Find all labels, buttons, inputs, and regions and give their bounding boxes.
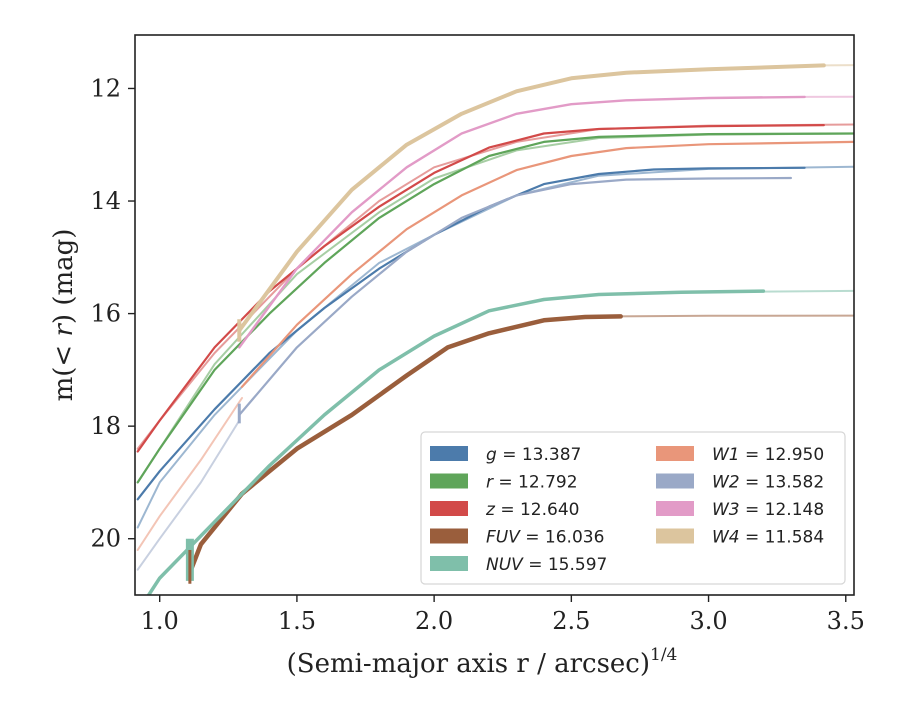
- curve-w2: [239, 178, 791, 415]
- curve-faint-w1: [138, 398, 242, 550]
- curve-faint-fuv: [613, 316, 855, 317]
- x-tick-label: 3.0: [689, 607, 727, 635]
- y-tick-label: 18: [90, 412, 121, 440]
- curve-faint-z: [138, 125, 854, 449]
- curve-faint-nuv: [763, 291, 854, 292]
- legend-label: r = 12.792: [486, 473, 578, 493]
- legend-label: W4 = 11.584: [712, 528, 824, 548]
- curve-z: [138, 125, 824, 451]
- legend-label: z = 12.640: [485, 500, 579, 520]
- legend-label: W1 = 12.950: [712, 445, 824, 465]
- y-tick-label: 20: [90, 525, 121, 553]
- legend: g = 13.387 r = 12.792 z = 12.640 FUV = 16.0…: [421, 432, 845, 584]
- y-axis-label-prefix: m(: [49, 367, 79, 402]
- x-tick-label: 1.0: [141, 607, 179, 635]
- y-tick-label: 16: [90, 300, 121, 328]
- legend-label: W3 = 12.148: [712, 500, 824, 520]
- legend-swatch: [656, 474, 694, 489]
- x-ticks: 1.0 1.5 2.0 2.5 3.0 3.5: [141, 595, 865, 635]
- legend-swatch: [430, 501, 468, 516]
- x-axis-label-exponent: 1/4: [650, 645, 677, 665]
- y-axis-label: m(< r) (mag): [49, 229, 79, 402]
- y-axis-label-suffix: ) (mag): [49, 229, 79, 325]
- legend-label: W2 = 13.582: [712, 473, 824, 493]
- x-tick-label: 2.5: [552, 607, 590, 635]
- legend-swatch: [430, 556, 468, 571]
- legend-swatch: [656, 446, 694, 461]
- legend-label: FUV = 16.036: [486, 528, 604, 548]
- x-tick-label: 3.5: [827, 607, 865, 635]
- legend-swatch: [430, 529, 468, 544]
- x-tick-label: 1.5: [278, 607, 316, 635]
- legend-swatch: [656, 529, 694, 544]
- y-axis-label-math: < r: [49, 323, 79, 367]
- x-tick-label: 2.0: [415, 607, 453, 635]
- x-axis-label-text: (Semi-major axis r / arcsec): [287, 649, 650, 679]
- legend-swatch: [430, 474, 468, 489]
- legend-swatch: [656, 501, 694, 516]
- legend-label: NUV = 15.597: [486, 555, 607, 575]
- y-ticks: 12 14 16 18 20: [90, 74, 135, 552]
- legend-label: g = 13.387: [486, 445, 581, 465]
- y-tick-label: 12: [90, 74, 121, 102]
- x-axis-label: (Semi-major axis r / arcsec)1/4: [287, 645, 678, 679]
- legend-swatch: [430, 446, 468, 461]
- y-tick-label: 14: [90, 187, 121, 215]
